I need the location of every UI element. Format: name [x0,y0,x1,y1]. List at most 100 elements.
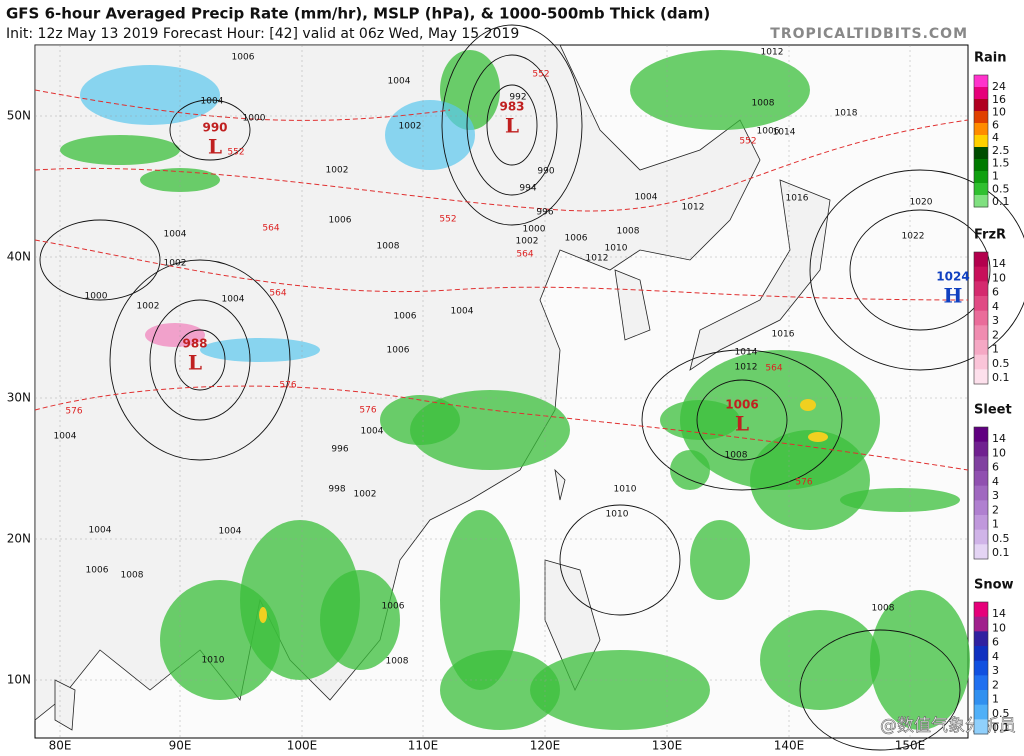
thickness-label: 576 [279,381,296,391]
isobar-label: 1002 [326,166,349,176]
isobar [441,24,583,226]
isobar-label: 1008 [617,227,640,237]
legend-swatch [974,87,988,100]
isobar-label: 1000 [523,225,546,235]
legend-label: 6 [992,461,999,474]
isobar-label: 1014 [735,348,758,358]
legend-swatch [974,441,988,457]
lon-label: 110E [408,739,439,753]
legend-label: 6 [992,118,999,131]
center-value: 1006 [725,398,758,412]
legend-swatch [974,602,988,618]
rain-area [760,610,880,710]
legend-label: 1 [992,693,999,706]
legend-swatch [974,281,988,297]
isobar-label: 1004 [219,527,242,537]
land [689,179,831,371]
legend-swatch [974,183,988,196]
legend-label: 2 [992,503,999,516]
center-value: 1024 [936,270,969,284]
isobar-label: 1012 [682,203,705,213]
legend-swatch [974,111,988,124]
lat-label: 10N [7,673,31,687]
legend-label: 0.1 [992,371,1010,384]
lat-label: 30N [7,391,31,405]
legend-label: 4 [992,475,999,488]
isobar [809,169,1024,371]
isobar [174,329,226,391]
thickness-line [34,119,969,212]
isobar-label: 1004 [54,432,77,442]
rain-area [690,520,750,600]
legend-swatch [974,631,988,647]
legend-label: 2 [992,678,999,691]
legend-swatch [974,195,988,208]
legend-swatch [974,616,988,632]
rain-area [60,135,180,165]
subtitle: Init: 12z May 13 2019 Forecast Hour: [42… [6,26,519,42]
map [34,24,1024,751]
isobar-label: 990 [537,167,554,177]
center-symbol: L [505,114,519,138]
legend-swatch [974,147,988,160]
legend-title: Sleet [974,403,1012,418]
legend-label: 4 [992,131,999,144]
legend-swatch [974,529,988,545]
isobar-label: 1010 [606,510,629,520]
isobar [169,99,251,161]
lon-label: 120E [530,739,561,753]
isobar-label: 1008 [872,604,895,614]
snow-area [80,65,220,125]
isobar-label: 1004 [222,295,245,305]
isobar-label: 1000 [85,292,108,302]
legend-title: Snow [974,578,1014,593]
lat-label: 20N [7,532,31,546]
isobar-label: 1018 [835,109,858,119]
legend-label: 0.1 [992,546,1010,559]
isobar-label: 1014 [773,128,796,138]
legend-label: 0.1 [992,721,1010,734]
isobar-label: 1004 [388,77,411,87]
rain-area [840,488,960,512]
isobar [109,259,291,461]
lat-label: 40N [7,250,31,264]
legend-swatch [974,704,988,720]
legend-label: 10 [992,271,1006,284]
isobar-label: 1002 [516,237,539,247]
legend-label: 3 [992,489,999,502]
isobar [696,379,788,461]
rain-area [630,50,810,130]
thickness-label: 564 [262,224,279,234]
legend-label: 24 [992,80,1006,93]
legend-swatch [974,159,988,172]
center-symbol: L [208,135,222,159]
isobar-label: 1010 [202,656,225,666]
legend-swatch [974,544,988,560]
thickness-line [34,89,451,121]
center-value: 988 [182,337,207,351]
isobar-label: 1000 [243,114,266,124]
legend-label: 1 [992,518,999,531]
legend-swatch [974,171,988,184]
isobar-label: 1006 [387,346,410,356]
legend-label: 1 [992,343,999,356]
legend-label: 0.5 [992,707,1010,720]
isobar [149,299,251,421]
legend-swatch [974,646,988,662]
legend-swatch [974,471,988,487]
legend-swatch [974,123,988,136]
isobar-label: 992 [509,93,526,103]
legend-label: 2.5 [992,144,1010,157]
legend-box [973,426,989,560]
thickness-label: 552 [227,148,244,158]
legend-swatch [974,296,988,312]
isobar-label: 1010 [614,485,637,495]
isobar-label: 1008 [752,99,775,109]
land [554,468,566,501]
isobar-label: 1002 [354,490,377,500]
isobar-label: 996 [331,445,348,455]
lon-label: 100E [287,739,318,753]
lat-label: 50N [7,109,31,123]
thickness-label: 564 [765,364,782,374]
